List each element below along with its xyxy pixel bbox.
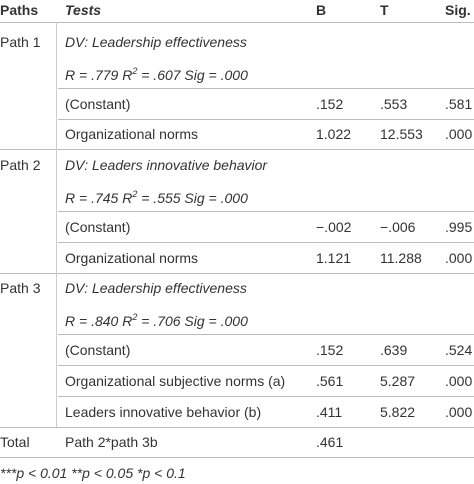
fit-part: R = .779 R [65,66,133,83]
path-label: Path 3 [0,280,41,297]
cell: .152 [316,342,344,358]
rule [58,87,474,89]
cell: .995 [445,218,473,235]
cell: −.006 [380,218,416,235]
rule [58,211,474,212]
header-cell: Tests [65,2,102,18]
cell: .524 [445,342,473,358]
fit-part: = .555 Sig = .000 [137,189,248,206]
cell: .000 [445,372,473,389]
cell: 5.287 [380,372,416,389]
cell: .000 [445,403,473,420]
cell: .553 [380,95,408,112]
rule [58,365,474,366]
cell: .581 [445,95,473,112]
rule [0,457,474,459]
fit-stats: R = .745 R2 = .555 Sig = .000 [65,186,248,206]
total-label: Total [0,434,30,451]
fit-part: 2 [132,189,138,200]
fit-part: R = .745 R [65,189,133,206]
rule [58,118,474,120]
header-cell: Sig. [445,2,471,18]
fit-part: = .607 Sig = .000 [137,66,248,83]
rule [58,334,474,336]
cell: −.002 [316,218,352,235]
path-label: Path 1 [0,34,41,50]
path-label: Path 2 [0,157,41,174]
rule [0,22,474,23]
cell: .561 [316,372,344,389]
total-b: .461 [316,434,344,451]
fit-part: = .706 Sig = .000 [137,313,248,330]
cell: Organizational subjective norms (a) [65,372,286,389]
cell: .000 [445,249,473,266]
cell: Organizational norms [65,126,199,143]
dv-label: DV: Leadership effectiveness [65,280,247,297]
cell: Organizational norms [65,249,199,266]
cell: .152 [316,95,344,112]
fit-part: R = .840 R [65,313,133,330]
fit-part: 2 [132,312,138,323]
cell: 1.022 [316,126,352,143]
footnote: ***p < 0.01 **p < 0.05 *p < 0.1 [0,465,186,482]
header-cell: Paths [0,2,39,18]
dv-label: DV: Leadership effectiveness [65,34,247,50]
cell: 1.121 [316,249,352,266]
cell: 12.553 [380,126,423,143]
cell: (Constant) [65,95,131,112]
rule [0,272,474,274]
rule [58,241,474,243]
dv-label: DV: Leaders innovative behavior [65,157,268,174]
cell: .000 [445,126,473,143]
rule [58,395,474,397]
cell: (Constant) [65,218,131,235]
cell: 5.822 [380,403,416,420]
cell: .411 [316,403,343,420]
fit-part: 2 [132,65,138,76]
column-rule [56,22,57,427]
fit-stats: R = .779 R2 = .607 Sig = .000 [65,63,248,83]
cell: Leaders innovative behavior (b) [65,403,262,420]
cell: .639 [380,342,408,358]
rule [0,426,474,428]
header-cell: T [380,2,389,18]
header-cell: B [316,2,327,18]
total-test: Path 2*path 3b [65,434,158,451]
rule [0,149,474,151]
fit-stats: R = .840 R2 = .706 Sig = .000 [65,309,248,329]
cell: 11.288 [380,249,422,266]
cell: (Constant) [65,342,131,358]
